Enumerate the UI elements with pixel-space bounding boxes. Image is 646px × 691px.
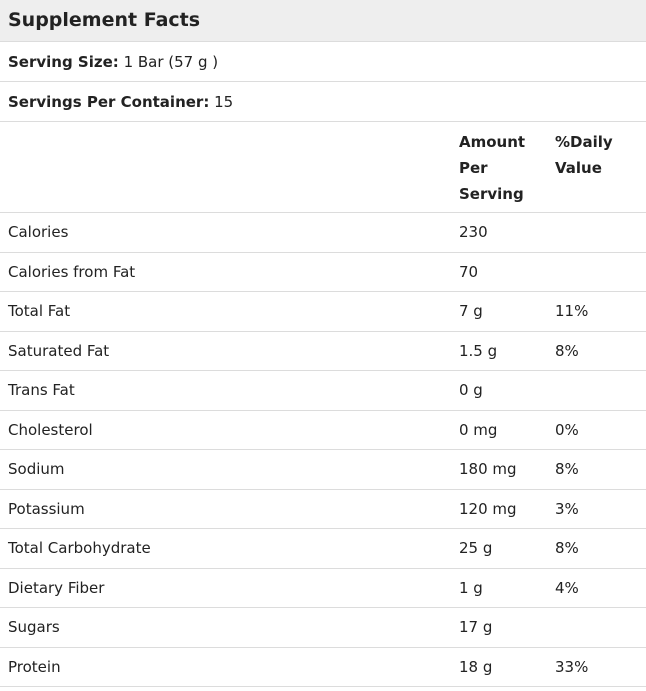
table-row: Protein 18 g 33%: [0, 648, 646, 687]
table-row: Calories from Fat 70: [0, 253, 646, 292]
nutrient-name: Trans Fat: [8, 381, 75, 399]
value: 1 Bar (57 g ): [123, 53, 219, 71]
nutrient-name: Dietary Fiber: [8, 578, 105, 597]
nutrient-name: Potassium: [8, 499, 85, 518]
nutrient-name: Calories: [8, 223, 69, 241]
daily-value: 3%: [555, 499, 579, 518]
daily-value: 8%: [555, 539, 579, 557]
amount: 18 g: [459, 657, 493, 676]
value: 15: [214, 93, 234, 111]
serving-size: Serving Size: 1 Bar (57 g ): [0, 42, 646, 82]
nutrient-name: Sugars: [8, 618, 60, 636]
table-header: Amount Per Serving %Daily Value: [0, 122, 646, 213]
daily-value: 8%: [555, 341, 579, 360]
amount: 1 g: [459, 578, 483, 597]
nutrient-name: Total Carbohydrate: [8, 539, 151, 557]
amount: 70: [459, 262, 479, 281]
amount: 1.5 g: [459, 341, 498, 360]
column-header: Amount Per Serving: [459, 133, 526, 203]
label: Servings Per Container:: [8, 93, 210, 111]
table-row: Dietary Fiber 1 g 4%: [0, 569, 646, 608]
table-row: Sugars 17 g: [0, 608, 646, 648]
table-row: Total Carbohydrate 25 g 8%: [0, 529, 646, 569]
daily-value: 8%: [555, 460, 579, 478]
amount: 17 g: [459, 618, 493, 636]
table-row: Calories 230: [0, 213, 646, 253]
table-row: Cholesterol 0 mg 0%: [0, 411, 646, 450]
table-row: Trans Fat 0 g: [0, 371, 646, 411]
table-body: Calories 230 Calories from Fat 70 Total Fat 7…: [0, 213, 646, 687]
amount: 25 g: [459, 539, 493, 557]
daily-value: 33%: [555, 657, 589, 676]
nutrient-name: Sodium: [8, 460, 65, 478]
daily-value: 4%: [555, 578, 579, 597]
amount: 120 mg: [459, 499, 517, 518]
amount: 230: [459, 223, 488, 241]
table-row: Sodium 180 mg 8%: [0, 450, 646, 490]
table-row: Total Fat 7 g 11%: [0, 292, 646, 332]
table-row: Potassium 120 mg 3%: [0, 490, 646, 529]
nutrient-name: Total Fat: [8, 302, 71, 320]
title: Supplement Facts: [0, 0, 646, 42]
daily-value: 0%: [555, 420, 579, 439]
amount: 0 g: [459, 381, 483, 399]
column-header: %Daily Value: [555, 133, 613, 177]
table-row: Saturated Fat 1.5 g 8%: [0, 332, 646, 371]
amount: 7 g: [459, 302, 483, 320]
nutrient-name: Protein: [8, 657, 61, 676]
amount: 180 mg: [459, 460, 517, 478]
nutrient-name: Saturated Fat: [8, 341, 110, 360]
servings-per-container: Servings Per Container: 15: [0, 82, 646, 122]
amount: 0 mg: [459, 420, 498, 439]
daily-value: 11%: [555, 302, 589, 320]
nutrient-name: Calories from Fat: [8, 262, 136, 281]
label: Serving Size:: [8, 53, 119, 71]
nutrient-name: Cholesterol: [8, 420, 93, 439]
